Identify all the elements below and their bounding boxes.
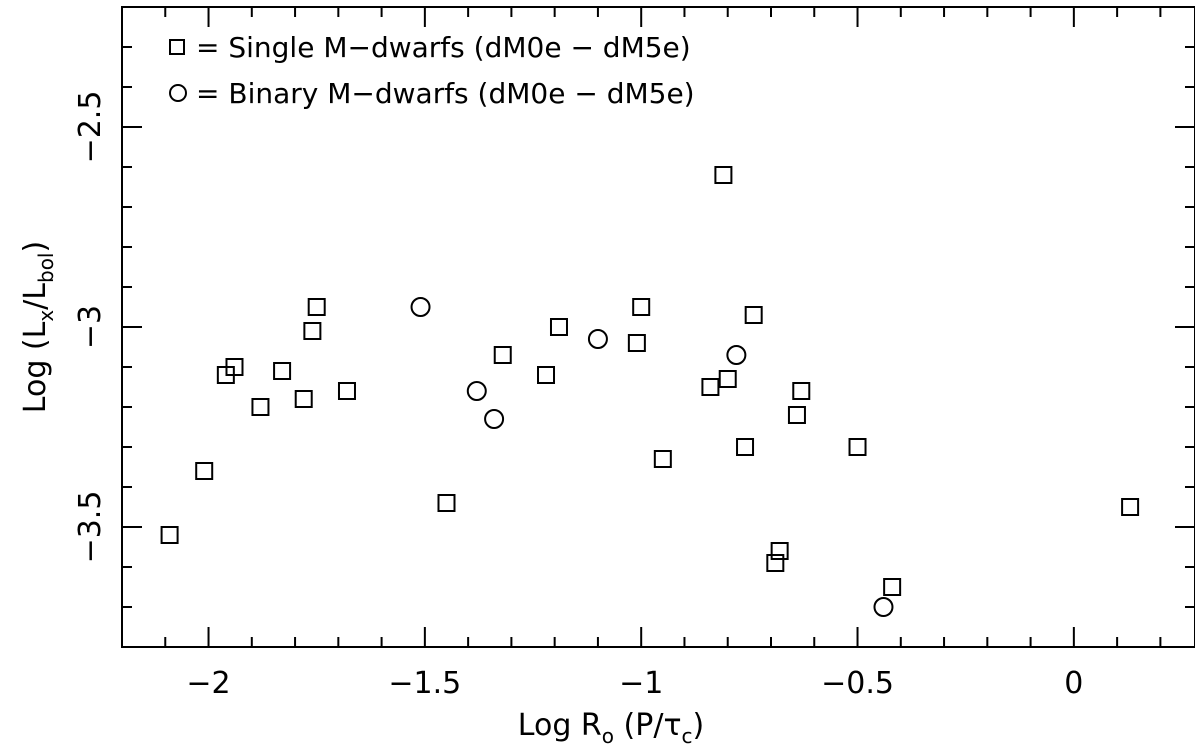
x-tick-label: −2 — [186, 666, 230, 701]
x-axis-title: Log Ro (P/τc) — [518, 708, 704, 744]
single-dwarf-point — [792, 382, 811, 400]
legend: = Single M−dwarfs (dM0e − dM5e) = Binary… — [169, 31, 695, 110]
single-dwarf-point — [437, 494, 456, 512]
legend-label-single: = Single M−dwarfs (dM0e − dM5e) — [196, 31, 691, 64]
y-tick-label: −3 — [73, 305, 108, 349]
single-dwarf-point — [160, 526, 179, 544]
binary-dwarf-point — [587, 329, 608, 349]
binary-dwarf-point — [466, 381, 487, 401]
single-dwarf-point — [303, 322, 322, 340]
binary-dwarf-point — [484, 409, 505, 429]
single-dwarf-point — [883, 578, 902, 596]
single-dwarf-point — [848, 438, 867, 456]
single-dwarf-point — [736, 438, 755, 456]
legend-square-marker — [169, 39, 185, 55]
single-dwarf-point — [537, 366, 556, 384]
single-dwarf-point — [337, 382, 356, 400]
single-dwarf-point — [714, 166, 733, 184]
single-dwarf-point — [493, 346, 512, 364]
single-dwarf-point — [766, 554, 785, 572]
single-dwarf-point — [195, 462, 214, 480]
single-dwarf-point — [787, 406, 806, 424]
single-dwarf-point — [770, 542, 789, 560]
single-dwarf-point — [653, 450, 672, 468]
single-dwarf-point — [1121, 498, 1140, 516]
binary-dwarf-point — [873, 597, 894, 617]
x-axis: −2 −1.5 −1 −0.5 0 — [121, 7, 1162, 701]
data-points — [160, 166, 1140, 617]
single-dwarf-point — [632, 298, 651, 316]
legend-circle-marker — [169, 84, 187, 102]
single-dwarf-point — [273, 362, 292, 380]
single-dwarf-point — [225, 358, 244, 376]
x-tick-label: −1 — [619, 666, 663, 701]
y-tick-label: −2.5 — [73, 91, 108, 164]
x-tick-label: −0.5 — [821, 666, 894, 701]
single-dwarf-point — [701, 378, 720, 396]
binary-dwarf-point — [726, 345, 747, 365]
y-axis-title: Log (Lx/Lbol) — [18, 241, 58, 413]
single-dwarf-point — [307, 298, 326, 316]
binary-dwarf-point — [410, 297, 431, 317]
x-tick-label: 0 — [1064, 666, 1083, 701]
single-dwarf-point — [294, 390, 313, 408]
x-tick-label: −1.5 — [388, 666, 461, 701]
single-dwarf-point — [251, 398, 270, 416]
y-tick-label: −3.5 — [73, 491, 108, 564]
single-dwarf-point — [744, 306, 763, 324]
single-dwarf-point — [549, 318, 568, 336]
single-dwarf-point — [718, 370, 737, 388]
single-dwarf-point — [627, 334, 646, 352]
legend-label-binary: = Binary M−dwarfs (dM0e − dM5e) — [196, 77, 695, 110]
y-axis: −2.5 −3 −3.5 — [73, 6, 1195, 608]
